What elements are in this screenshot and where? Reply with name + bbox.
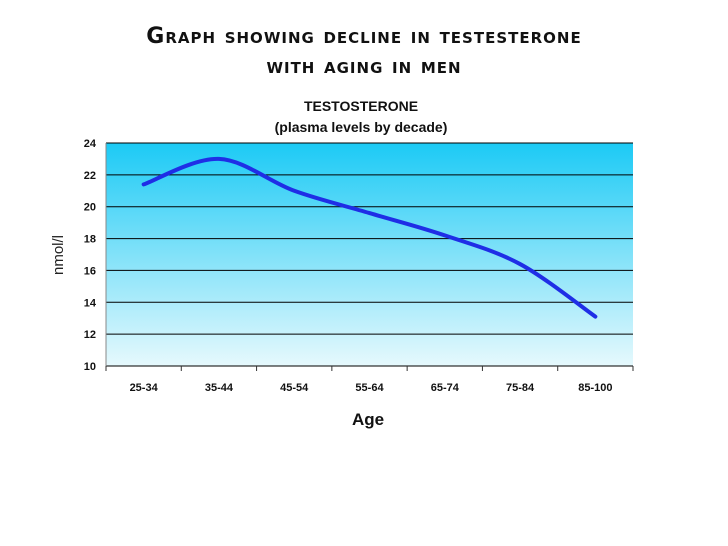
x-tick-label: 75-84	[506, 382, 535, 394]
slide-title: Graph showing decline in testesterone wi…	[40, 22, 688, 82]
x-tick-label: 65-74	[431, 382, 460, 394]
x-axis-label: Age	[352, 410, 384, 429]
y-tick-label: 14	[84, 297, 97, 309]
y-tick-label: 24	[84, 138, 97, 150]
gridlines	[105, 142, 633, 367]
chart-subtitle: (plasma levels by decade)	[275, 119, 448, 135]
y-axis-label: nmol/l	[50, 235, 67, 275]
slide-title-line-1: Graph showing decline in testesterone	[146, 24, 582, 49]
series-line	[141, 156, 598, 319]
x-tick-label: 55-64	[355, 382, 384, 394]
y-tick-label: 16	[84, 265, 96, 277]
x-tick-label: 35-44	[205, 382, 234, 394]
x-tick-label: 45-54	[280, 382, 309, 394]
y-tick-label: 12	[84, 329, 96, 341]
y-tick-label: 10	[84, 361, 96, 373]
x-tick-labels: 25-34 35-44 45-54 55-64 65-74 75-84 85-100	[105, 366, 634, 394]
chart-title: TESTOSTERONE	[304, 98, 418, 114]
plot-area	[106, 143, 633, 366]
y-tick-label: 22	[84, 170, 96, 182]
slide-title-line-2: with aging in men	[266, 54, 462, 79]
y-tick-label: 18	[84, 234, 96, 246]
y-tick-labels: 10 12 14 16 18 20 22 24	[84, 138, 97, 373]
y-tick-label: 20	[84, 202, 96, 214]
x-tick-label: 25-34	[130, 382, 159, 394]
series-lines	[141, 156, 598, 319]
x-tick-label: 85-100	[578, 382, 612, 394]
